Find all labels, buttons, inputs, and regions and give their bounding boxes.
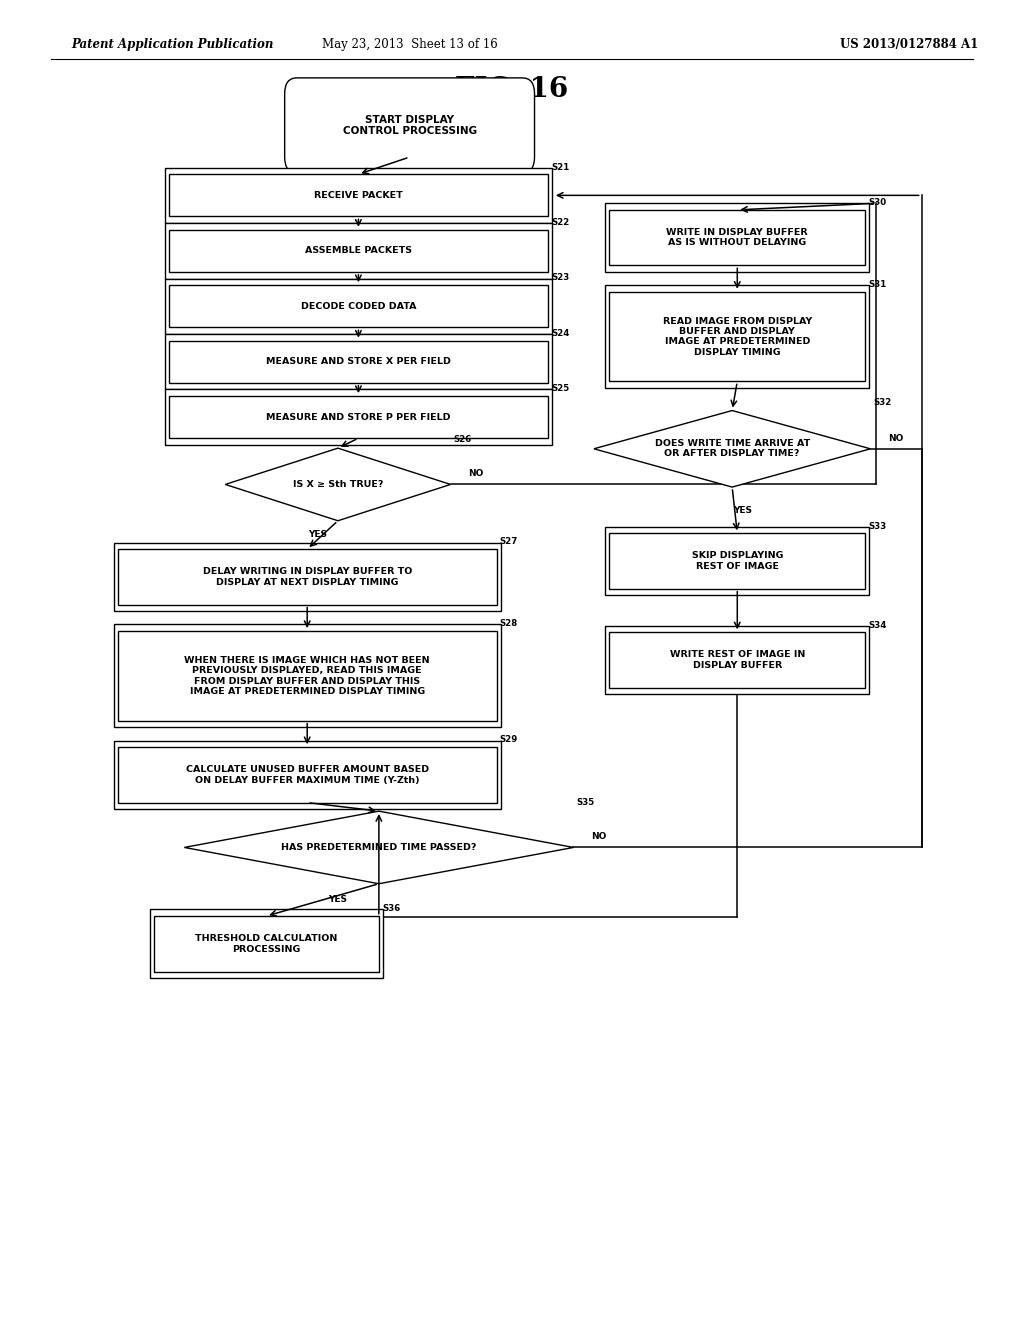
Bar — [605, 626, 869, 694]
Text: S30: S30 — [868, 198, 887, 207]
Bar — [165, 389, 552, 445]
Bar — [150, 909, 383, 978]
Bar — [169, 174, 548, 216]
Bar — [114, 543, 501, 611]
Polygon shape — [594, 411, 870, 487]
Bar — [609, 533, 865, 589]
Text: US 2013/0127884 A1: US 2013/0127884 A1 — [840, 38, 978, 51]
Text: S23: S23 — [551, 273, 569, 282]
Text: CALCULATE UNUSED BUFFER AMOUNT BASED
ON DELAY BUFFER MAXIMUM TIME (Y-Zth): CALCULATE UNUSED BUFFER AMOUNT BASED ON … — [185, 766, 429, 784]
Bar — [165, 279, 552, 334]
Text: WRITE IN DISPLAY BUFFER
AS IS WITHOUT DELAYING: WRITE IN DISPLAY BUFFER AS IS WITHOUT DE… — [667, 228, 808, 247]
Bar — [169, 230, 548, 272]
Bar — [605, 285, 869, 388]
Text: RECEIVE PACKET: RECEIVE PACKET — [314, 191, 402, 199]
Text: S29: S29 — [500, 735, 518, 744]
Text: S33: S33 — [868, 521, 887, 531]
Bar — [165, 334, 552, 389]
Text: NO: NO — [468, 470, 484, 478]
Polygon shape — [225, 449, 451, 520]
Text: S21: S21 — [551, 162, 569, 172]
Bar — [165, 168, 552, 223]
Bar — [118, 549, 497, 605]
Bar — [169, 341, 548, 383]
Text: S34: S34 — [868, 620, 887, 630]
Text: READ IMAGE FROM DISPLAY
BUFFER AND DISPLAY
IMAGE AT PREDETERMINED
DISPLAY TIMING: READ IMAGE FROM DISPLAY BUFFER AND DISPL… — [663, 317, 812, 356]
Bar — [118, 631, 497, 721]
Text: Patent Application Publication: Patent Application Publication — [72, 38, 274, 51]
Text: NO: NO — [591, 833, 607, 841]
Text: MEASURE AND STORE P PER FIELD: MEASURE AND STORE P PER FIELD — [266, 413, 451, 421]
Text: NO: NO — [888, 434, 904, 442]
Text: YES: YES — [308, 531, 327, 540]
Text: START DISPLAY
CONTROL PROCESSING: START DISPLAY CONTROL PROCESSING — [343, 115, 476, 136]
Text: S26: S26 — [454, 436, 472, 444]
Bar — [154, 916, 379, 972]
Text: S32: S32 — [873, 397, 892, 407]
Text: IS X ≥ Sth TRUE?: IS X ≥ Sth TRUE? — [293, 480, 383, 488]
Text: MEASURE AND STORE X PER FIELD: MEASURE AND STORE X PER FIELD — [266, 358, 451, 366]
Text: S24: S24 — [551, 329, 569, 338]
Text: WRITE REST OF IMAGE IN
DISPLAY BUFFER: WRITE REST OF IMAGE IN DISPLAY BUFFER — [670, 651, 805, 669]
Text: DELAY WRITING IN DISPLAY BUFFER TO
DISPLAY AT NEXT DISPLAY TIMING: DELAY WRITING IN DISPLAY BUFFER TO DISPL… — [203, 568, 412, 586]
Text: S27: S27 — [500, 537, 518, 546]
Text: S31: S31 — [868, 280, 887, 289]
Bar — [605, 527, 869, 595]
Bar — [609, 292, 865, 381]
Text: S22: S22 — [551, 218, 569, 227]
Text: ASSEMBLE PACKETS: ASSEMBLE PACKETS — [305, 247, 412, 255]
Text: SKIP DISPLAYING
REST OF IMAGE: SKIP DISPLAYING REST OF IMAGE — [691, 552, 783, 570]
Text: May 23, 2013  Sheet 13 of 16: May 23, 2013 Sheet 13 of 16 — [322, 38, 498, 51]
Bar — [114, 741, 501, 809]
Bar — [169, 285, 548, 327]
FancyBboxPatch shape — [285, 78, 535, 173]
Text: THRESHOLD CALCULATION
PROCESSING: THRESHOLD CALCULATION PROCESSING — [195, 935, 338, 953]
Text: WHEN THERE IS IMAGE WHICH HAS NOT BEEN
PREVIOUSLY DISPLAYED, READ THIS IMAGE
FRO: WHEN THERE IS IMAGE WHICH HAS NOT BEEN P… — [184, 656, 430, 696]
Text: S35: S35 — [577, 799, 595, 807]
Text: DECODE CODED DATA: DECODE CODED DATA — [301, 302, 416, 310]
Text: S28: S28 — [500, 619, 518, 628]
Polygon shape — [184, 810, 573, 884]
Text: YES: YES — [733, 506, 752, 515]
Bar — [609, 632, 865, 688]
Bar — [169, 396, 548, 438]
Bar — [605, 203, 869, 272]
Text: HAS PREDETERMINED TIME PASSED?: HAS PREDETERMINED TIME PASSED? — [282, 843, 476, 851]
Bar — [165, 223, 552, 279]
Text: S36: S36 — [382, 904, 400, 913]
Text: S25: S25 — [551, 384, 569, 393]
Bar — [609, 210, 865, 265]
Text: FIG. 16: FIG. 16 — [456, 77, 568, 103]
Text: YES: YES — [329, 895, 347, 904]
Bar — [118, 747, 497, 803]
Text: DOES WRITE TIME ARRIVE AT
OR AFTER DISPLAY TIME?: DOES WRITE TIME ARRIVE AT OR AFTER DISPL… — [654, 440, 810, 458]
Bar — [114, 624, 501, 727]
